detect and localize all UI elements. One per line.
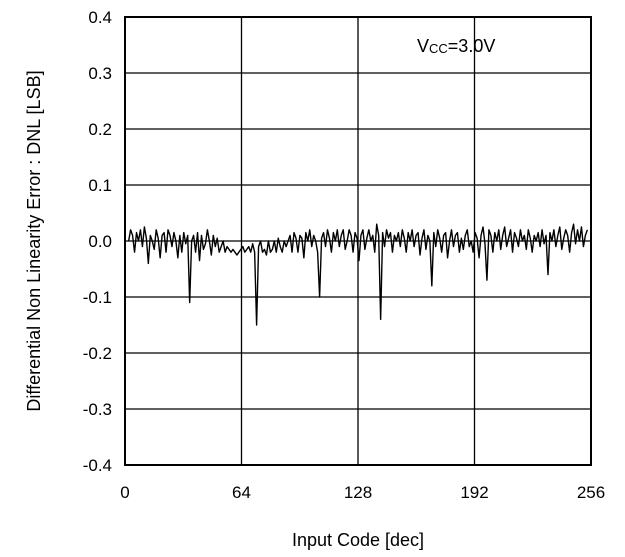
x-tick-label: 64	[232, 483, 251, 502]
x-tick-label: 0	[120, 483, 129, 502]
y-tick-label: 0.3	[88, 64, 112, 83]
dnl-series-line	[127, 223, 589, 326]
y-tick-label: 0.1	[88, 176, 112, 195]
y-tick-label: -0.2	[83, 344, 112, 363]
y-tick-label: -0.3	[83, 400, 112, 419]
x-axis-title: Input Code [dec]	[292, 530, 424, 550]
x-tick-label: 192	[460, 483, 488, 502]
vcc-annotation: VCC=3.0V	[417, 36, 495, 56]
y-axis-title: Differential Non Linearity Error : DNL […	[24, 70, 44, 411]
vcc-annotation-main: V	[417, 36, 429, 56]
y-tick-label: 0.4	[88, 8, 112, 27]
x-tick-label: 256	[577, 483, 605, 502]
x-tick-label: 128	[344, 483, 372, 502]
y-tick-label: 0.2	[88, 120, 112, 139]
series-group	[127, 223, 589, 326]
plot-frame	[124, 16, 592, 466]
vcc-annotation-rest: =3.0V	[448, 36, 496, 56]
vcc-annotation-sub: CC	[429, 41, 448, 56]
y-tick-label: 0.0	[88, 232, 112, 251]
tick-labels: 0.4 0.3 0.2 0.1 0.0 -0.1 -0.2 -0.3 -0.4 0 64 128 192…	[83, 8, 605, 502]
y-tick-label: -0.4	[83, 456, 112, 475]
y-tick-label: -0.1	[83, 288, 112, 307]
